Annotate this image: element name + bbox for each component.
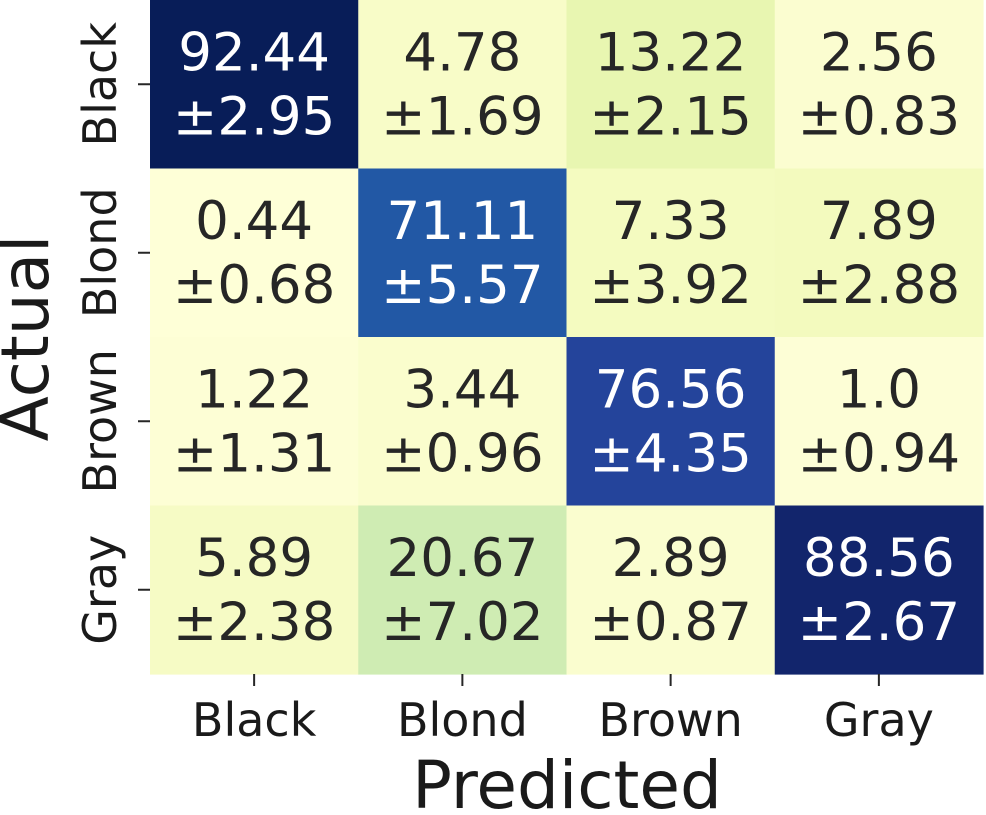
heatmap-cell: [358, 0, 568, 170]
heatmap-cell: [774, 337, 984, 507]
cell-error-label: ±2.15: [589, 86, 751, 147]
cell-value-label: 1.22: [195, 359, 313, 420]
heatmap-cell: [566, 505, 776, 675]
cell-value-label: 1.0: [837, 359, 921, 420]
cell-value-label: 92.44: [178, 22, 330, 83]
x-axis-title: Predicted: [412, 747, 722, 815]
cell-value-label: 4.78: [403, 22, 521, 83]
heatmap-cell: [150, 168, 359, 338]
cell-error-label: ±0.96: [381, 423, 543, 484]
heatmap-cell: [150, 0, 359, 170]
heatmap-cell: [358, 505, 568, 675]
heatmap-cell: [150, 337, 359, 507]
heatmap-cell: [566, 0, 776, 170]
cell-error-label: ±2.95: [173, 86, 335, 147]
cell-error-label: ±0.83: [798, 86, 960, 147]
cell-error-label: ±7.02: [381, 592, 543, 653]
cell-value-label: 2.56: [820, 22, 938, 83]
cell-value-label: 20.67: [387, 528, 539, 589]
y-tick-label: Brown: [73, 349, 127, 493]
x-tick-label: Brown: [598, 693, 742, 747]
cell-error-label: ±0.87: [589, 592, 751, 653]
heatmap-cell: [774, 505, 984, 675]
cell-value-label: 3.44: [403, 359, 521, 420]
heatmap-cell: [774, 168, 984, 338]
heatmap-cell: [358, 168, 568, 338]
cell-error-label: ±1.69: [381, 86, 543, 147]
heatmap-cell: [358, 337, 568, 507]
cell-error-label: ±2.67: [798, 592, 960, 653]
cell-error-label: ±4.35: [589, 423, 751, 484]
cell-error-label: ±1.31: [173, 423, 335, 484]
cell-error-label: ±0.68: [173, 255, 335, 316]
heatmap-cells: 92.44±2.95 4.78±1.69 13.22±2.15 2.56±0.83 0.…: [150, 0, 984, 675]
heatmap-cell: [566, 337, 776, 507]
cell-value-label: 76.56: [595, 359, 747, 420]
cell-value-label: 5.89: [195, 528, 313, 589]
x-tick-label: Black: [192, 693, 317, 747]
cell-value-label: 88.56: [803, 528, 955, 589]
y-tick-label: Black: [73, 22, 127, 147]
y-tick-label: Blond: [73, 187, 127, 318]
cell-error-label: ±3.92: [589, 255, 751, 316]
x-tick-label: Blond: [397, 693, 528, 747]
heatmap-cell: [774, 0, 984, 170]
cell-value-label: 0.44: [195, 191, 313, 252]
cell-value-label: 7.89: [820, 191, 938, 252]
x-tick-label: Gray: [824, 693, 934, 747]
cell-value-label: 2.89: [612, 528, 730, 589]
cell-error-label: ±2.38: [173, 592, 335, 653]
heatmap-cell: [150, 505, 359, 675]
cell-error-label: ±2.88: [798, 255, 960, 316]
y-axis-ticks: Black Blond Brown Gray: [73, 22, 150, 645]
cell-value-label: 13.22: [595, 22, 747, 83]
heatmap-cell: [566, 168, 776, 338]
cell-value-label: 7.33: [612, 191, 730, 252]
cell-value-label: 71.11: [387, 191, 539, 252]
cell-error-label: ±0.94: [798, 423, 960, 484]
y-tick-label: Gray: [73, 535, 127, 645]
x-axis-ticks: Black Blond Brown Gray: [192, 674, 934, 747]
y-axis-title: Actual: [0, 235, 64, 442]
cell-error-label: ±5.57: [381, 255, 543, 316]
